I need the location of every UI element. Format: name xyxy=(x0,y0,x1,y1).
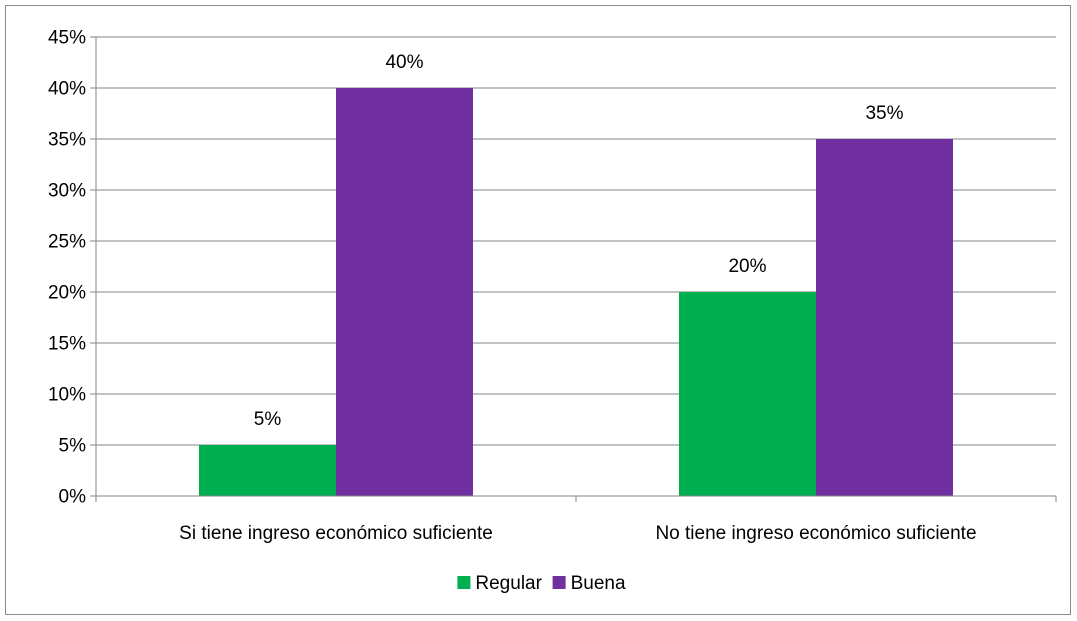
data-label: 5% xyxy=(254,409,282,430)
bar-chart: 0% 5% 10% 15% 20% 25% 30% 35% 40% 45% 5% 40% 20% 35%… xyxy=(48,28,1057,594)
data-labels: 5% 40% 20% 35% xyxy=(254,52,904,430)
y-tick-label: 30% xyxy=(48,181,86,202)
bar-regular xyxy=(199,445,336,496)
y-tick-label: 25% xyxy=(48,232,86,253)
y-tick-label: 15% xyxy=(48,334,86,355)
legend: Regular Buena xyxy=(457,573,626,594)
y-tick-label: 10% xyxy=(48,385,86,406)
data-label: 40% xyxy=(385,52,423,73)
bar-buena xyxy=(816,139,953,496)
y-tick-label: 5% xyxy=(59,436,87,457)
legend-label-buena: Buena xyxy=(571,573,626,594)
axes xyxy=(95,37,1057,502)
y-tick-label: 35% xyxy=(48,130,86,151)
bars xyxy=(199,88,953,496)
legend-swatch-regular xyxy=(457,576,471,589)
x-category-label: Si tiene ingreso económico suficiente xyxy=(179,523,493,544)
gridlines xyxy=(96,36,1056,446)
bar-buena xyxy=(336,88,473,496)
y-tick-label: 20% xyxy=(48,283,86,304)
y-tick-label: 40% xyxy=(48,79,86,100)
legend-swatch-buena xyxy=(552,576,566,589)
chart-frame: 0% 5% 10% 15% 20% 25% 30% 35% 40% 45% 5% 40% 20% 35%… xyxy=(5,5,1071,615)
data-label: 35% xyxy=(865,103,903,124)
y-tick-label: 0% xyxy=(59,487,87,508)
legend-label-regular: Regular xyxy=(475,573,542,594)
bar-regular xyxy=(679,292,816,496)
x-axis-category-labels: Si tiene ingreso económico suficiente No … xyxy=(179,523,976,544)
x-category-label: No tiene ingreso económico suficiente xyxy=(655,523,976,544)
y-axis-tick-labels: 0% 5% 10% 15% 20% 25% 30% 35% 40% 45% xyxy=(48,28,96,508)
data-label: 20% xyxy=(728,256,766,277)
y-tick-label: 45% xyxy=(48,28,86,49)
